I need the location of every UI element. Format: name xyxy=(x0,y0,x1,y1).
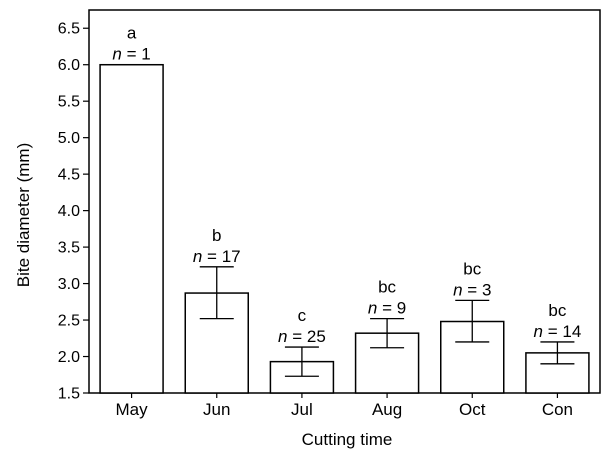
n-value: 17 xyxy=(222,247,241,266)
n-equals: = xyxy=(288,327,307,346)
n-value: 3 xyxy=(482,280,491,299)
y-tick-label: 2.5 xyxy=(58,313,80,330)
y-tick-label: 6.0 xyxy=(58,57,80,74)
sample-size-label: n = 25 xyxy=(278,327,326,346)
chart-axes: 1.5 2.0 2.5 3.0 3.5 4.0 4.5 5.0 5.5 6.0 6.5 May Jun J… xyxy=(58,9,601,419)
n-equals: = xyxy=(377,299,396,318)
sample-size-label: n = 9 xyxy=(368,299,406,318)
x-tick-label: Jun xyxy=(203,400,230,419)
y-tick-label: 5.5 xyxy=(58,94,80,111)
sample-size-label: n = 3 xyxy=(453,280,491,299)
x-tick-label: May xyxy=(116,400,149,419)
n-symbol: n xyxy=(453,280,462,299)
sample-size-label: n = 1 xyxy=(112,45,150,64)
significance-letter: c xyxy=(298,306,307,325)
n-equals: = xyxy=(202,247,221,266)
y-tick-label: 1.5 xyxy=(58,386,80,403)
y-tick-label: 3.5 xyxy=(58,240,80,257)
significance-letter: bc xyxy=(463,259,481,278)
x-tick-label: Oct xyxy=(459,400,486,419)
x-axis-title: Cutting time xyxy=(302,430,393,449)
x-tick-label: Jul xyxy=(291,400,313,419)
bar-may xyxy=(99,63,164,394)
x-tick-label: Aug xyxy=(372,400,402,419)
chart-bars xyxy=(99,63,590,394)
n-symbol: n xyxy=(368,299,377,318)
y-tick-label: 2.0 xyxy=(58,349,80,366)
n-value: 25 xyxy=(307,327,326,346)
n-symbol: n xyxy=(278,327,287,346)
plot-frame xyxy=(88,9,601,394)
n-value: 14 xyxy=(562,322,581,341)
bar-jul xyxy=(269,360,335,394)
n-value: 1 xyxy=(141,45,150,64)
sample-size-label: n = 17 xyxy=(193,247,241,266)
significance-letter: bc xyxy=(378,278,396,297)
n-equals: = xyxy=(463,280,482,299)
significance-letter: bc xyxy=(548,301,566,320)
y-tick-label: 5.0 xyxy=(58,130,80,147)
n-equals: = xyxy=(122,45,141,64)
significance-letter: b xyxy=(212,226,221,245)
y-tick-label: 4.0 xyxy=(58,203,80,220)
n-equals: = xyxy=(543,322,562,341)
sample-size-label: n = 14 xyxy=(534,322,582,341)
n-value: 9 xyxy=(397,299,406,318)
n-symbol: n xyxy=(112,45,121,64)
significance-letter: a xyxy=(127,24,137,43)
y-axis-title: Bite diameter (mm) xyxy=(14,143,33,288)
x-tick-label: Con xyxy=(542,400,573,419)
n-symbol: n xyxy=(193,247,202,266)
n-symbol: n xyxy=(534,322,543,341)
y-tick-label: 6.5 xyxy=(58,21,80,38)
y-tick-label: 4.5 xyxy=(58,167,80,184)
y-tick-label: 3.0 xyxy=(58,276,80,293)
